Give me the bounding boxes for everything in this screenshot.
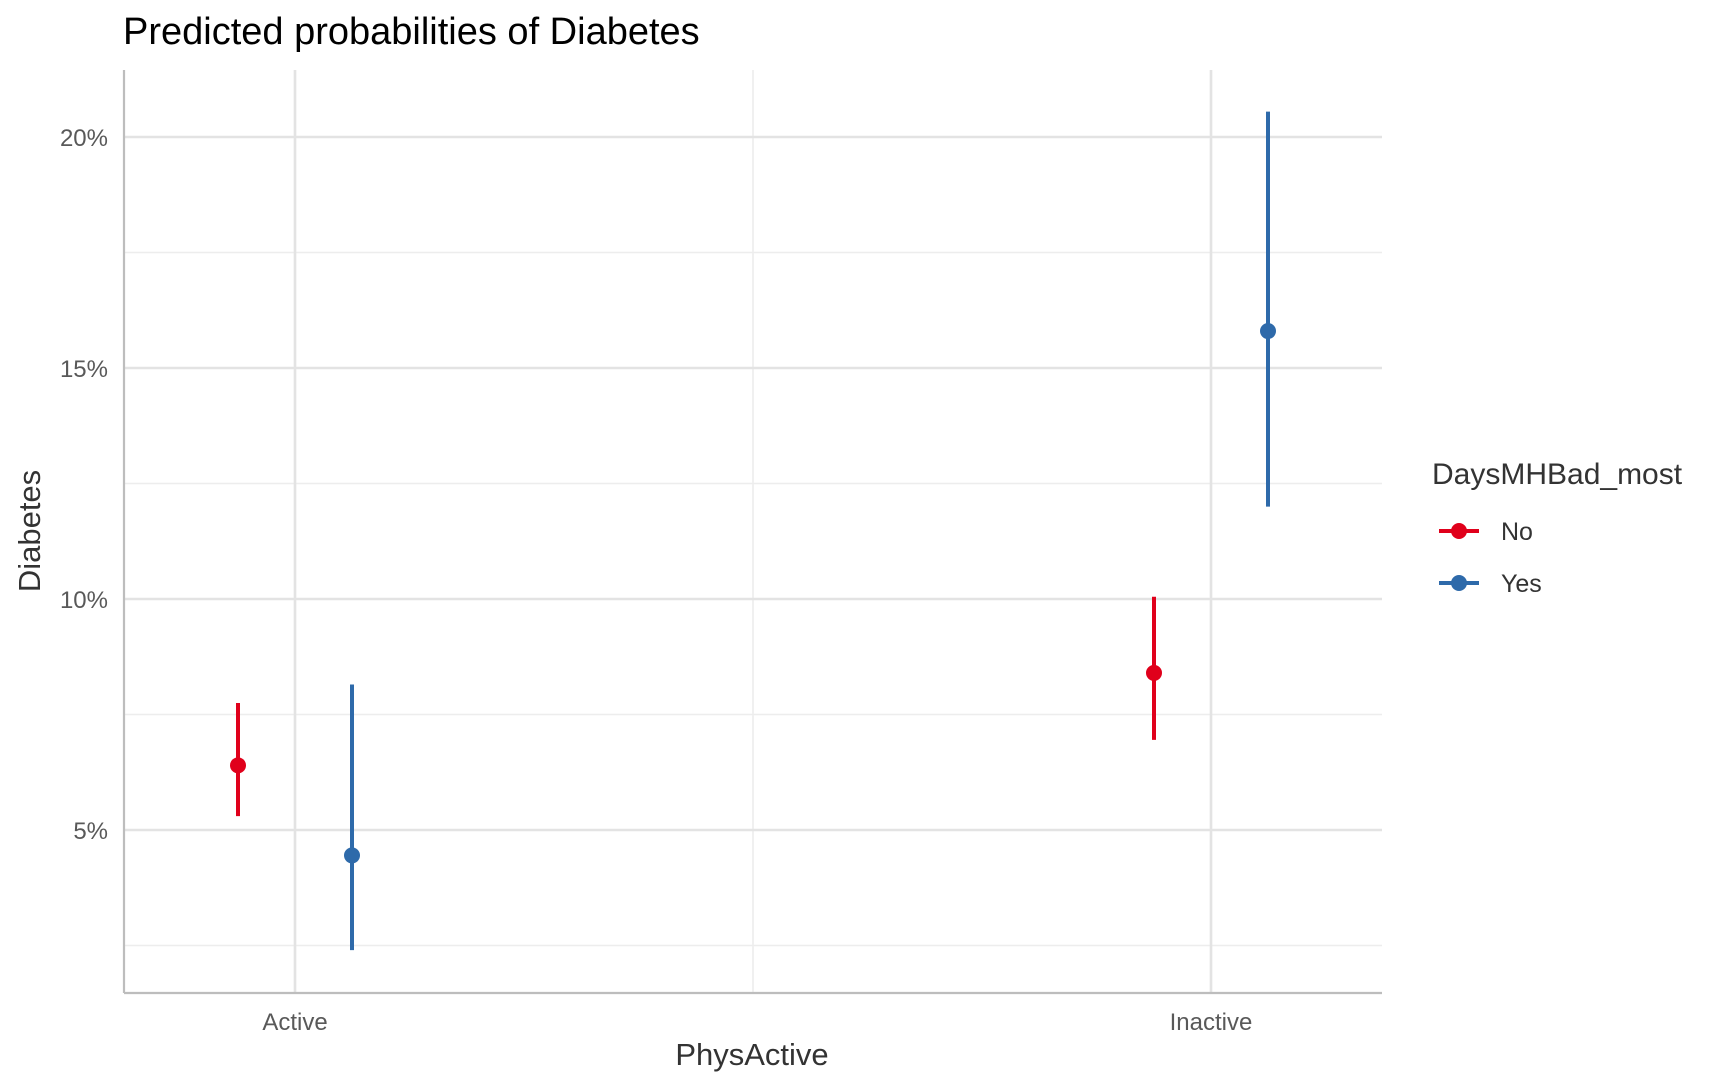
y-tick-label: 20% — [60, 125, 108, 152]
x-tick-label: Active — [262, 1009, 327, 1036]
y-axis-title: Diabetes — [12, 470, 47, 592]
y-tick-labels: 5% 10% 15% 20% — [60, 125, 108, 845]
legend: DaysMHBad_most No Yes — [1432, 458, 1683, 598]
legend-label-no: No — [1501, 518, 1533, 546]
point-no-inactive — [1146, 664, 1162, 681]
data-marks — [230, 111, 1276, 951]
legend-title: DaysMHBad_most — [1432, 458, 1683, 491]
point-yes-inactive — [1260, 323, 1276, 340]
legend-key-point-no — [1451, 523, 1467, 539]
x-tick-label: Inactive — [1170, 1009, 1253, 1036]
point-no-active — [230, 757, 246, 774]
grid — [124, 70, 1382, 993]
point-yes-active — [344, 847, 360, 864]
x-tick-labels: Active Inactive — [262, 1009, 1252, 1036]
y-tick-label: 10% — [60, 587, 108, 614]
y-tick-label: 15% — [60, 356, 108, 383]
x-axis-title: PhysActive — [675, 1037, 828, 1072]
legend-key-point-yes — [1451, 575, 1467, 591]
chart-title: Predicted probabilities of Diabetes — [123, 11, 700, 53]
legend-label-yes: Yes — [1501, 570, 1542, 598]
y-tick-label: 5% — [73, 818, 108, 845]
